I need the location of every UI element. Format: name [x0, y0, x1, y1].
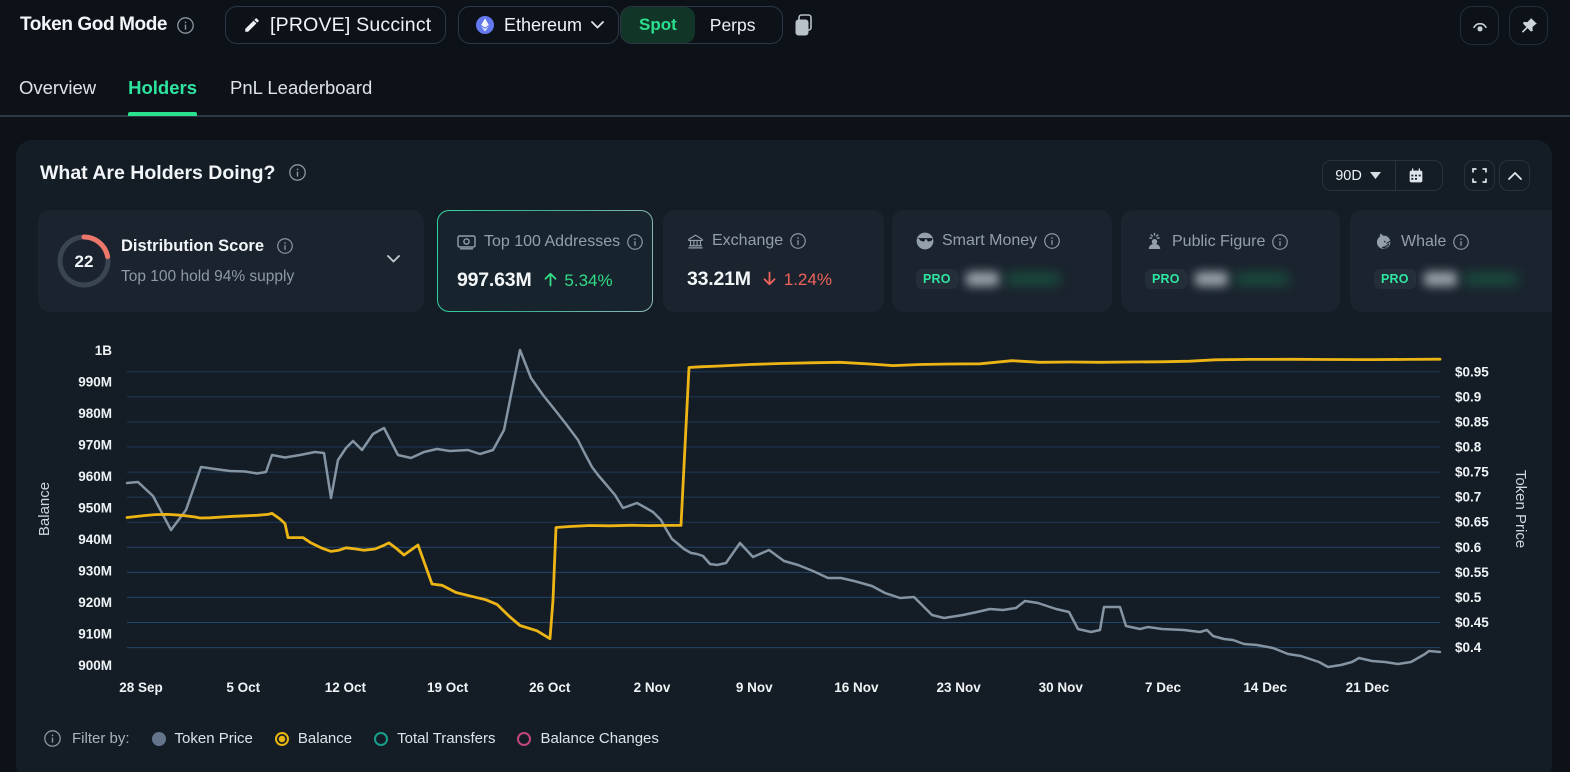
- svg-text:22: 22: [75, 252, 94, 271]
